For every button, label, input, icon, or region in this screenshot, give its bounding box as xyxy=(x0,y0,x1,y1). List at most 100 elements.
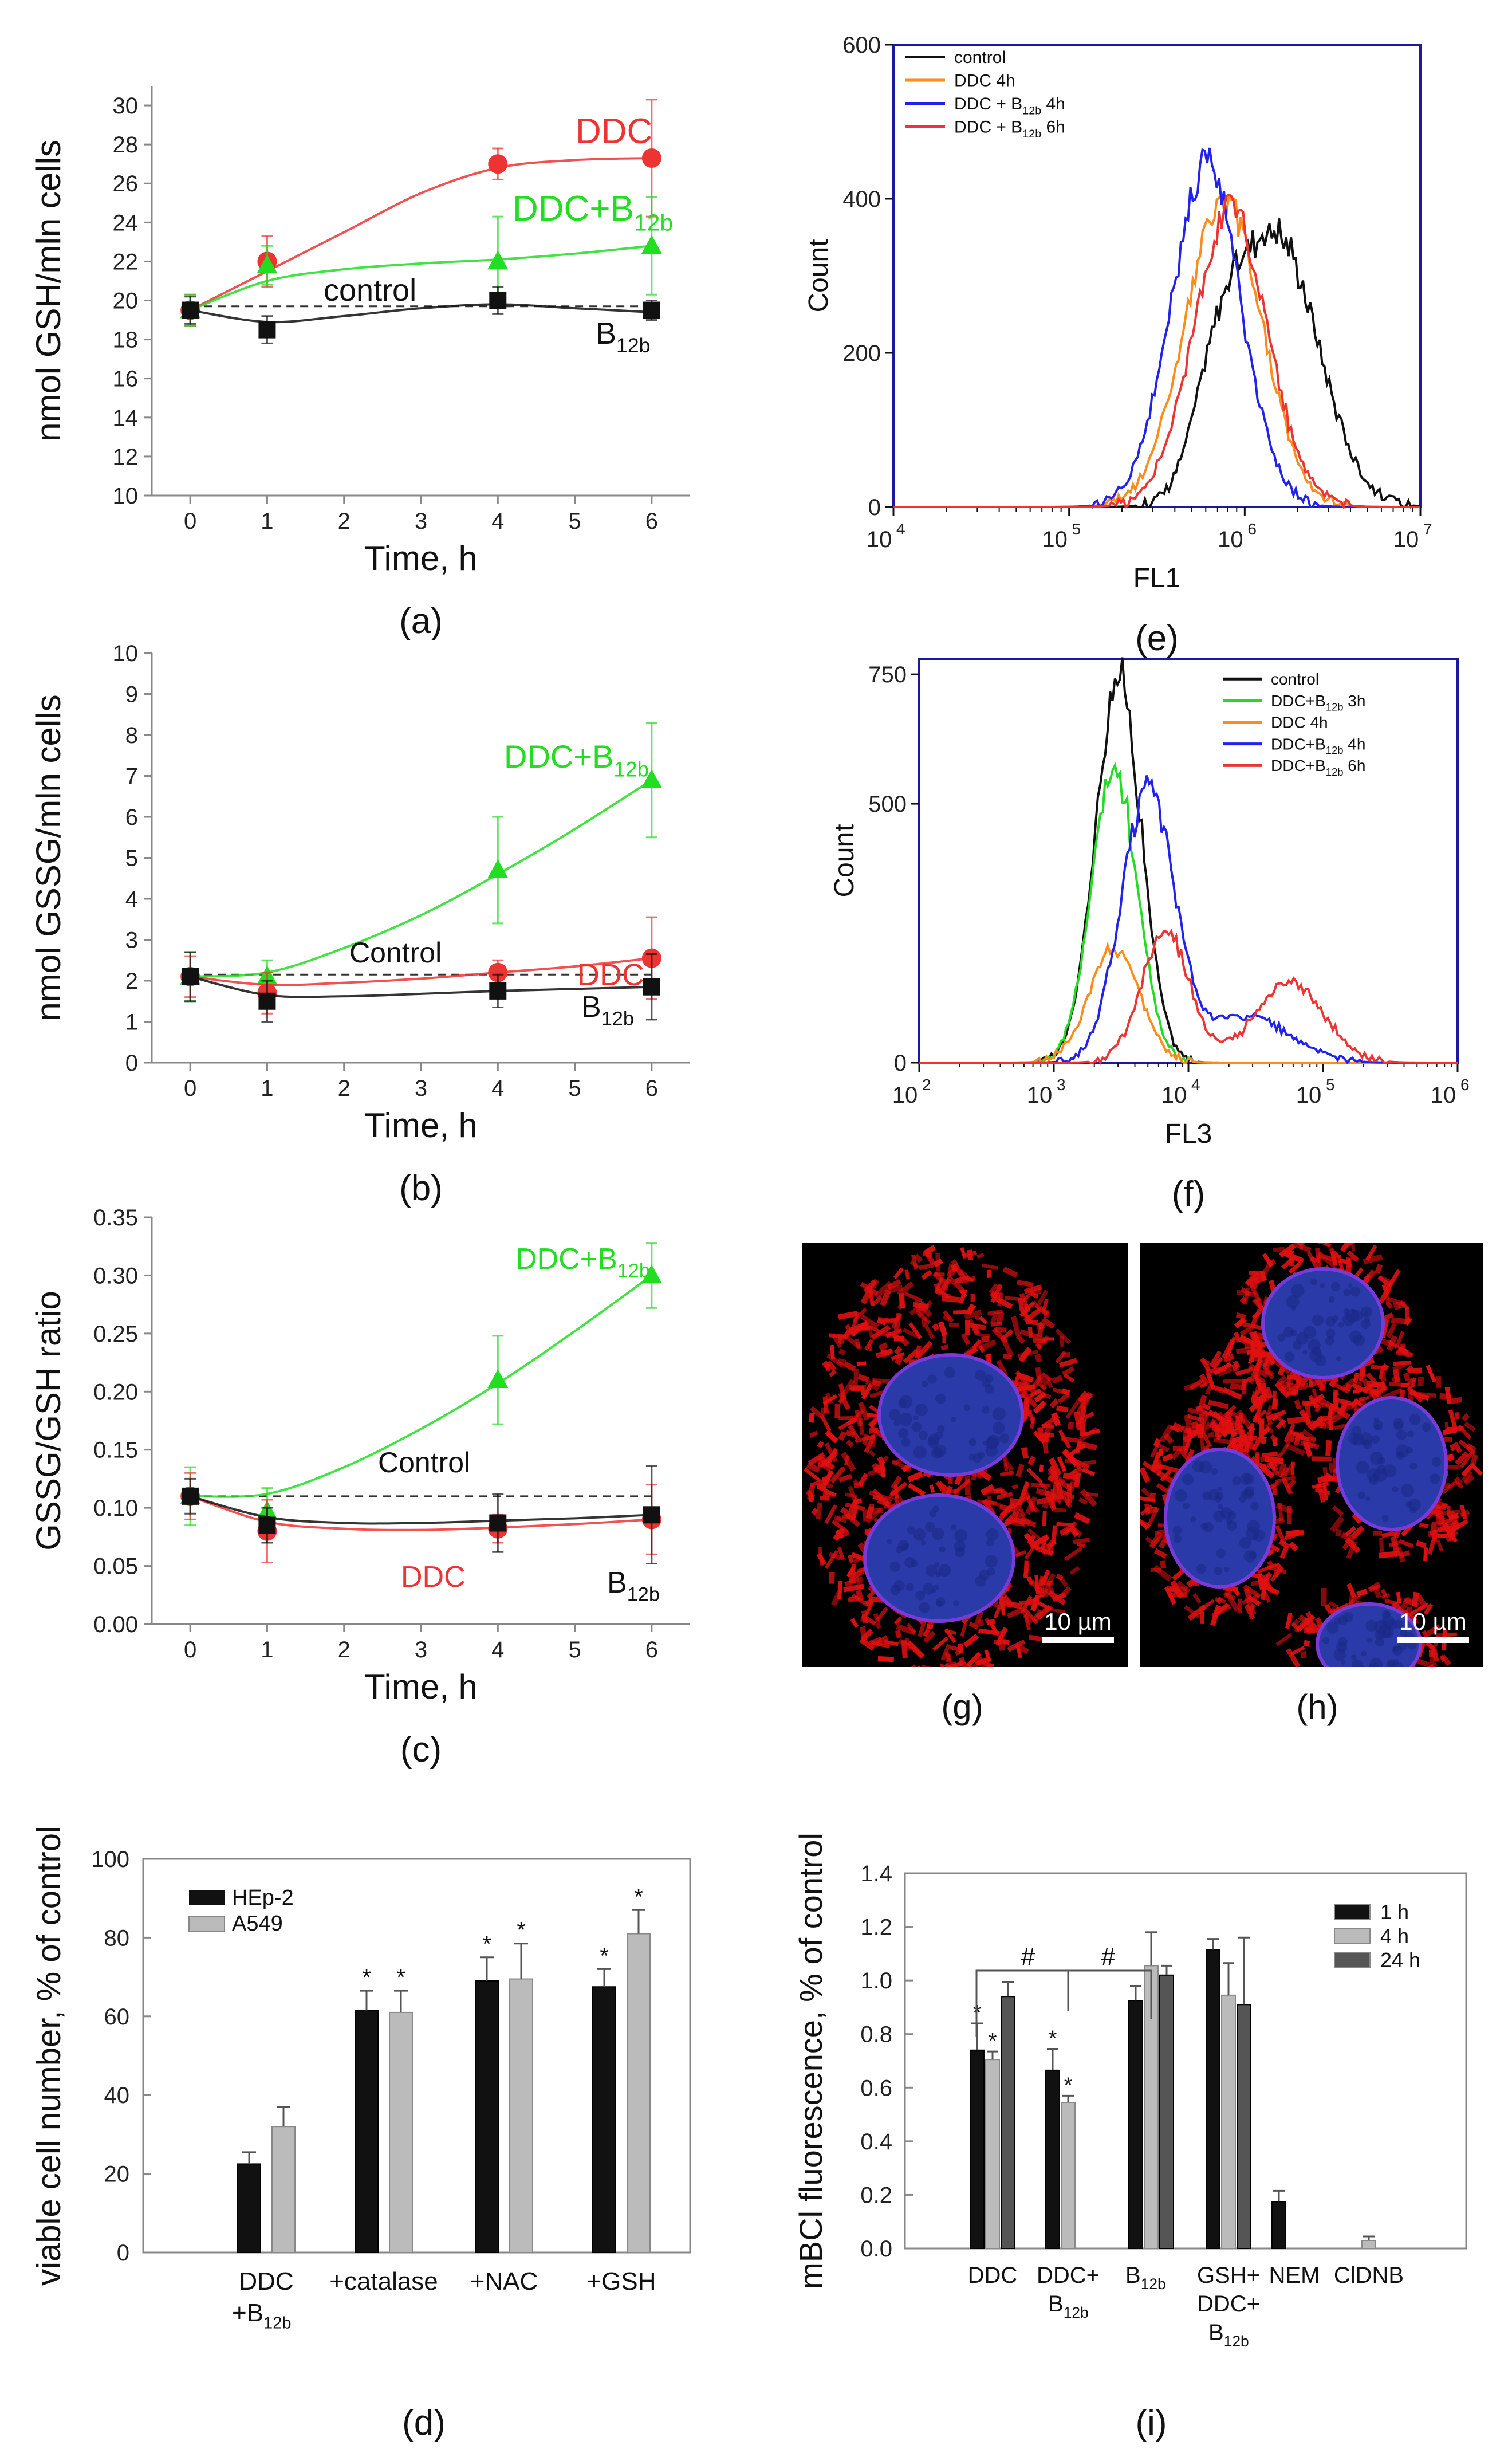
mitochondrion xyxy=(1393,1665,1407,1667)
mitochondrion xyxy=(1333,1397,1352,1406)
chromatin-spot xyxy=(913,1445,927,1459)
mitochondrion xyxy=(899,1293,905,1308)
bar-HEp-2 xyxy=(355,2010,379,2254)
mitochondrion xyxy=(1273,1247,1285,1252)
mitochondrion xyxy=(915,1340,933,1359)
mitochondrion xyxy=(1241,1378,1247,1395)
mitochondrion xyxy=(920,1664,931,1667)
mitochondrion xyxy=(1428,1530,1434,1538)
data-point-control xyxy=(258,321,276,339)
mitochondrion xyxy=(1215,1603,1230,1615)
y-tick-label: 22 xyxy=(113,249,139,274)
bar-A549 xyxy=(389,2011,413,2253)
mitochondrion xyxy=(1279,1385,1287,1394)
nucleus-texture-g xyxy=(887,1367,1010,1613)
histogram-DDC+B12b 4h xyxy=(919,775,1458,1065)
chromatin-spot xyxy=(953,1600,959,1606)
chromatin-spot xyxy=(1320,1283,1325,1289)
category-label: DDC+ xyxy=(1197,2291,1260,2317)
chromatin-spot xyxy=(1330,1282,1340,1292)
mitochondrion xyxy=(824,1442,838,1463)
mitochondrion xyxy=(923,1630,936,1644)
mitochondrion xyxy=(1335,1528,1342,1537)
data-point-B12b xyxy=(489,982,507,1000)
data-point-DDC xyxy=(488,962,508,982)
mitochondrion xyxy=(1333,1389,1340,1397)
mitochondrion xyxy=(1042,1434,1049,1454)
mitochondrion xyxy=(1263,1584,1280,1595)
mitochondrion xyxy=(1286,1614,1293,1625)
mitochondrion xyxy=(1396,1667,1409,1684)
chromatin-spot xyxy=(901,1543,908,1550)
mitochondrion xyxy=(1011,1484,1019,1490)
mitochondrion xyxy=(1192,1593,1202,1604)
series-label-ddc-b12b-sub: 12b xyxy=(613,758,649,781)
mitochondrion xyxy=(1199,1427,1212,1448)
mitochondrion xyxy=(817,1483,826,1490)
legend-label-DDC 4h: DDC 4h xyxy=(954,72,1015,91)
mitochondrion xyxy=(1250,1391,1257,1404)
category-label: +NAC xyxy=(470,2267,538,2295)
legend-label-DDC + B12b 4h-main: DDC + B xyxy=(954,95,1022,113)
mitochondrion xyxy=(829,1333,847,1339)
x-axis-label: Time, h xyxy=(364,1106,478,1145)
mitochondrion xyxy=(1047,1469,1066,1486)
mitochondrion xyxy=(1366,1372,1382,1390)
chromatin-spot xyxy=(1325,1336,1334,1346)
histogram-DDC + B12b 6h xyxy=(893,194,1420,510)
x-tick-exponent: 3 xyxy=(1057,1076,1066,1094)
significance-star: * xyxy=(600,1943,609,1968)
data-point-B12b xyxy=(258,1516,276,1534)
mitochondrion xyxy=(1416,1540,1427,1548)
mitochondrion xyxy=(1309,1256,1317,1263)
scale-bar-h xyxy=(1397,1637,1469,1643)
x-tick-label: 5 xyxy=(568,1076,581,1101)
chromatin-spot xyxy=(889,1562,900,1572)
legend-label: 4 h xyxy=(1380,1924,1409,1948)
x-tick-label: 2 xyxy=(338,1076,351,1101)
chromatin-spot xyxy=(1239,1537,1251,1549)
mitochondrion xyxy=(1389,1672,1397,1685)
mitochondrion xyxy=(1333,1382,1350,1394)
mitochondrion xyxy=(1311,1456,1332,1461)
mitochondrion xyxy=(1267,1405,1273,1414)
mitochondrion xyxy=(1233,1360,1241,1369)
mitochondrion xyxy=(1455,1412,1460,1420)
mitochondrion xyxy=(1380,1381,1388,1391)
mitochondrion xyxy=(1378,1551,1397,1559)
mitochondrion xyxy=(954,1277,963,1284)
mitochondrion xyxy=(1034,1353,1042,1363)
x-tick-label: 10 xyxy=(1027,1083,1053,1108)
legend-label-DDC + B12b 6h-main: DDC + B xyxy=(954,118,1022,137)
mitochondrion xyxy=(1439,1393,1447,1399)
chromatin-spot xyxy=(1393,1418,1404,1429)
scale-bar-g xyxy=(1042,1637,1114,1643)
chromatin-spot xyxy=(1375,1637,1385,1647)
mitochondrion xyxy=(830,1344,835,1360)
y-tick-label: 14 xyxy=(113,406,139,431)
mitochondrion xyxy=(1388,1540,1400,1547)
mitochondrion xyxy=(932,1636,948,1652)
mitochondrion xyxy=(1262,1252,1274,1268)
mitochondrion xyxy=(1312,1482,1329,1489)
mitochondrion xyxy=(822,1360,831,1370)
mitochondrion xyxy=(861,1383,873,1400)
mitochondrion xyxy=(1005,1519,1026,1527)
chromatin-spot xyxy=(1226,1518,1233,1524)
chromatin-spot xyxy=(934,1444,947,1457)
chromatin-spot xyxy=(1241,1491,1248,1498)
bar-4 h xyxy=(1221,1994,1236,2249)
panel-label: (f) xyxy=(1172,1174,1206,1214)
chromatin-spot xyxy=(899,1413,912,1426)
chromatin-spot xyxy=(975,1575,987,1587)
mitochondrion xyxy=(1278,1539,1290,1549)
y-axis-label: GSSG/GSH ratio xyxy=(29,1291,68,1550)
mitochondrion xyxy=(907,1471,924,1483)
mitochondrion xyxy=(850,1386,861,1392)
x-tick-exponent: 6 xyxy=(1247,520,1257,538)
mitochondrion xyxy=(840,1507,857,1521)
mitochondrion xyxy=(1346,1583,1357,1598)
mitochondrion xyxy=(1235,1367,1254,1377)
chromatin-spot xyxy=(1223,1566,1230,1572)
mitochondrion xyxy=(838,1473,852,1483)
